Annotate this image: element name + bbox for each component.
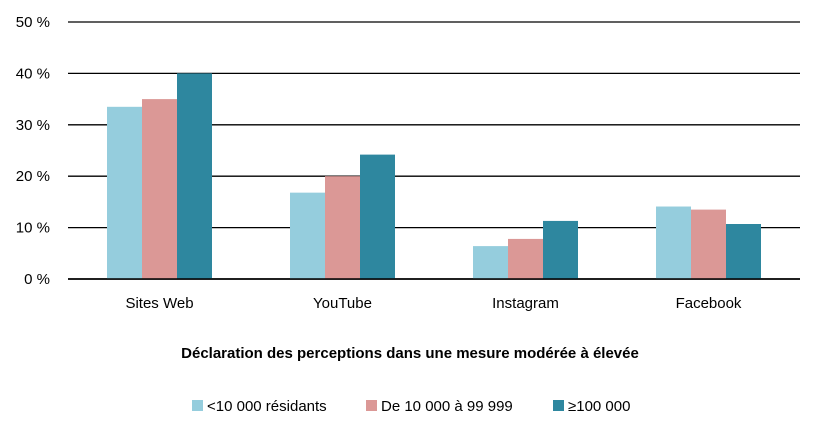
x-tick-label: Instagram (492, 295, 559, 312)
bar (360, 154, 395, 279)
bar (656, 206, 691, 279)
bar (107, 106, 142, 279)
bar (726, 224, 761, 279)
bar (142, 99, 177, 279)
y-tick-label: 30 % (16, 117, 50, 134)
x-axis-ticks: Sites Web YouTube Instagram Facebook (125, 295, 741, 312)
y-tick-label: 0 % (24, 271, 50, 288)
y-tick-label: 50 % (16, 14, 50, 31)
legend-label: <10 000 résidants (207, 398, 327, 415)
x-tick-label: Sites Web (125, 295, 193, 312)
x-axis-title: Déclaration des perceptions dans une mes… (181, 345, 639, 362)
bars (68, 73, 800, 280)
bar (290, 192, 325, 279)
bar (508, 238, 543, 279)
x-tick-label: YouTube (313, 295, 372, 312)
legend-item: <10 000 résidants (192, 398, 327, 415)
bar (691, 209, 726, 279)
bar (473, 246, 508, 279)
y-axis-ticks: 0 % 10 % 20 % 30 % 40 % 50 % (16, 14, 50, 288)
legend: <10 000 résidants De 10 000 à 99 999 ≥100 … (192, 398, 630, 415)
legend-item: ≥100 000 (553, 398, 630, 415)
legend-swatch (192, 400, 203, 411)
legend-label: De 10 000 à 99 999 (381, 398, 513, 415)
legend-label: ≥100 000 (568, 398, 630, 415)
y-tick-label: 10 % (16, 220, 50, 237)
y-tick-label: 40 % (16, 65, 50, 82)
bar (177, 73, 212, 280)
legend-swatch (366, 400, 377, 411)
legend-swatch (553, 400, 564, 411)
y-tick-label: 20 % (16, 168, 50, 185)
x-tick-label: Facebook (676, 295, 742, 312)
bar (543, 220, 578, 279)
bar (325, 176, 360, 279)
legend-item: De 10 000 à 99 999 (366, 398, 513, 415)
